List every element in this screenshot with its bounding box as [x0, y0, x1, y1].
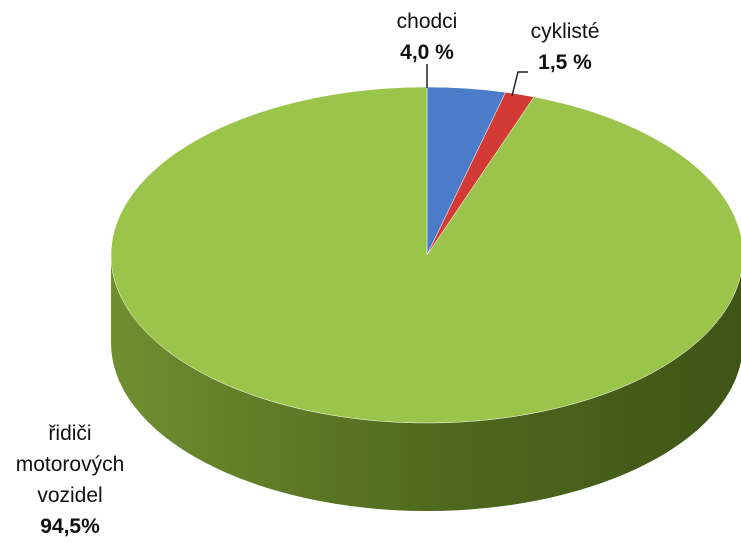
category-label: řidiči motorových vozidel — [15, 422, 125, 507]
value-label: 94,5% — [40, 515, 100, 538]
slice-label: cyklisté 1,5 % — [510, 16, 620, 78]
slice-label: chodci 4,0 % — [367, 6, 487, 68]
leader-line — [511, 71, 528, 97]
pie-side — [111, 255, 741, 511]
value-label: 4,0 % — [400, 41, 454, 64]
value-label: 1,5 % — [538, 51, 592, 74]
category-label: chodci — [396, 10, 458, 33]
pie — [110, 86, 741, 511]
category-label: cyklisté — [530, 20, 600, 43]
pie-slice — [110, 86, 741, 424]
slice-label: řidiči motorových vozidel 94,5% — [10, 418, 130, 542]
